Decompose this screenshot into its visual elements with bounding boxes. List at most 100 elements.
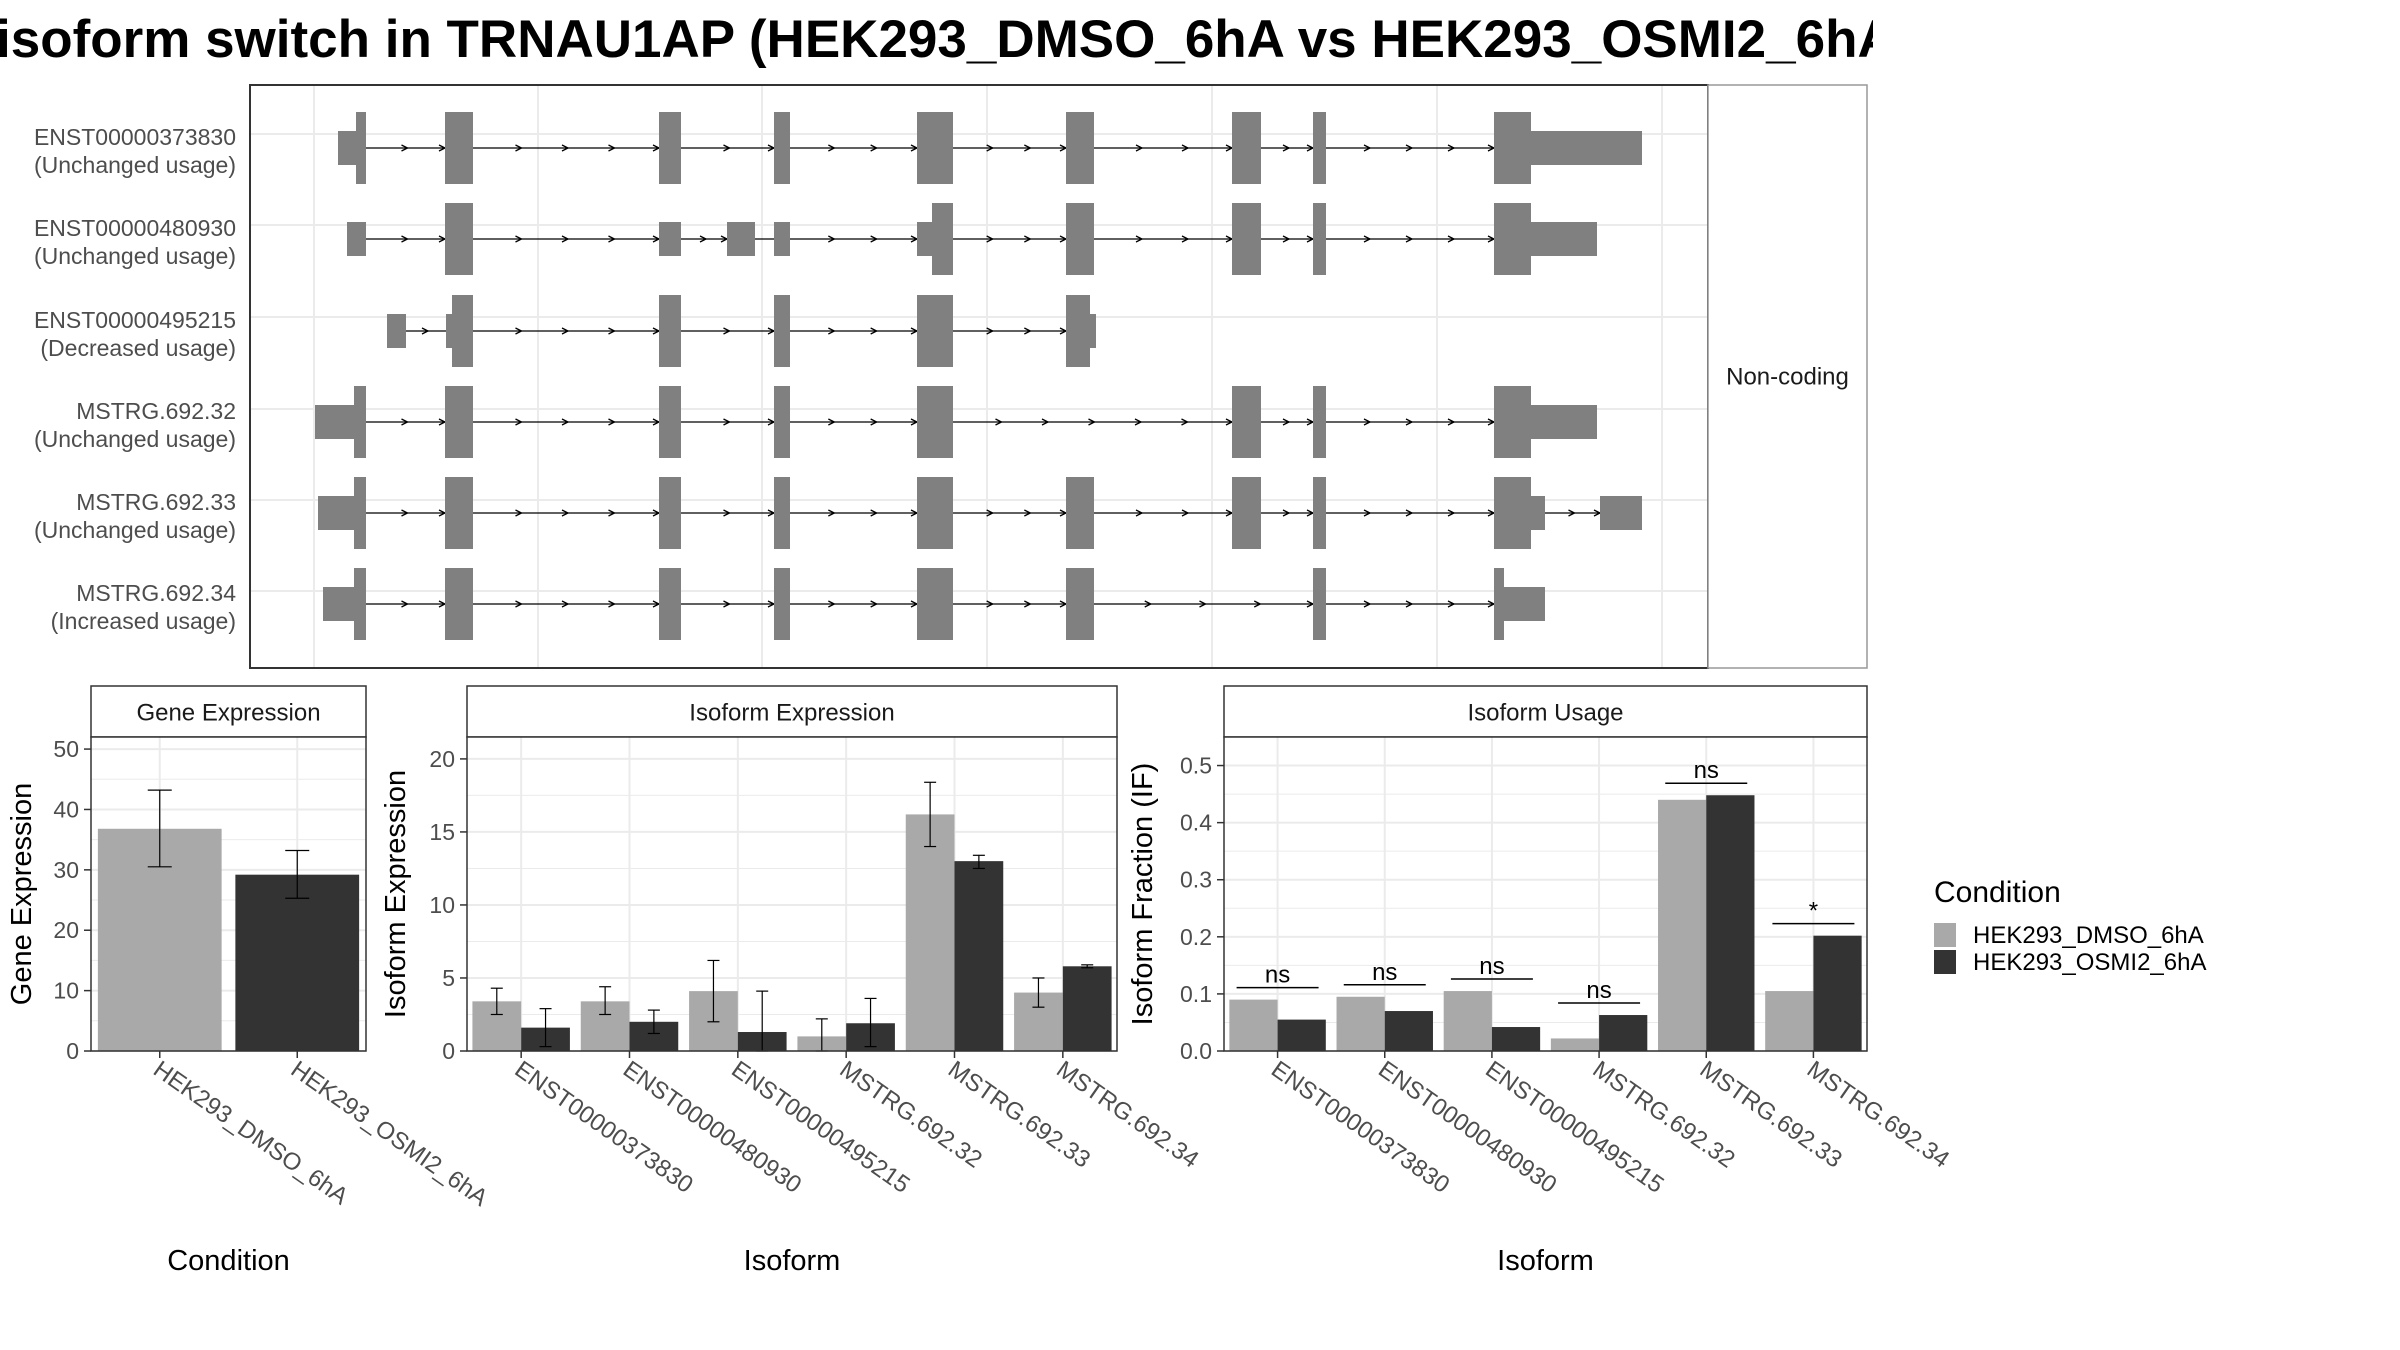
y-tick-label: 0.2 (1180, 924, 1212, 950)
transcript-usage-label: (Unchanged usage) (34, 426, 236, 452)
strand-arrow (515, 327, 523, 335)
coding-exon-block (917, 295, 953, 367)
bar (1706, 795, 1755, 1051)
coding-exon-block (445, 112, 473, 184)
coding-exon-block (445, 386, 473, 458)
strand-arrow (870, 509, 879, 517)
bar (1277, 1019, 1326, 1051)
legend-swatch (1934, 923, 1956, 947)
utr-exon-block (917, 222, 934, 256)
strand-arrow (1405, 509, 1414, 517)
bar (235, 874, 360, 1051)
transcript-usage-label: (Unchanged usage) (34, 517, 236, 543)
strand-arrow (608, 418, 616, 426)
bar (1384, 1011, 1433, 1051)
transcript-id-label: MSTRG.692.32 (76, 398, 236, 424)
strand-arrow (1363, 144, 1372, 152)
coding-exon-block (1066, 477, 1094, 549)
y-tick-label: 0.3 (1180, 867, 1212, 893)
strand-arrow (561, 327, 570, 335)
coding-exon-block (774, 386, 790, 458)
legend-swatch (1934, 950, 1956, 974)
coding-exon-block (354, 386, 366, 458)
strand-arrow (1024, 144, 1032, 152)
transcript-usage-label: (Unchanged usage) (34, 152, 236, 178)
coding-exon-block (1066, 295, 1090, 367)
strand-arrow (1568, 509, 1576, 517)
isoform-expression-panel: Isoform Expression 0 5 10 15 20 ENST0000037383… (380, 685, 1203, 1277)
utr-exon-block (727, 222, 755, 256)
strand-arrow (828, 600, 836, 608)
utr-exon-block (774, 222, 790, 256)
significance-label: * (1809, 898, 1818, 925)
strand-arrow (986, 144, 995, 152)
strand-arrow (1134, 418, 1143, 426)
strand-arrow (870, 600, 879, 608)
strand-arrow (1253, 600, 1262, 608)
strand-arrow (1447, 509, 1456, 517)
x-axis-title: Isoform (1497, 1245, 1594, 1277)
panel-background (1224, 737, 1867, 1051)
strand-arrow (1181, 235, 1190, 243)
strand-arrow (986, 509, 995, 517)
y-axis-title: Gene Expression (6, 783, 38, 1005)
coding-exon-block (356, 112, 366, 184)
strand-arrow (723, 509, 731, 517)
utr-exon-block (315, 405, 356, 439)
bar (1813, 935, 1862, 1051)
strand-arrow (401, 144, 409, 152)
utr-exon-block (1503, 587, 1545, 621)
y-axis-title: Isoform Expression (380, 770, 412, 1018)
strand-arrow (1024, 509, 1032, 517)
strand-arrow (401, 600, 409, 608)
coding-exon-block (659, 112, 681, 184)
strand-arrow (699, 235, 708, 243)
y-tick-label: 0.5 (1180, 753, 1212, 779)
y-tick-label: 10 (53, 978, 79, 1004)
transcript-usage-label: (Decreased usage) (40, 335, 236, 361)
coding-exon-block (1232, 203, 1261, 275)
coding-exon-block (1494, 203, 1531, 275)
y-tick-label: 50 (53, 736, 79, 762)
legend-item-label: HEK293_OSMI2_6hA (1973, 949, 2206, 976)
strand-arrow (608, 327, 616, 335)
utr-exon-block (323, 587, 356, 621)
strand-arrow (828, 235, 836, 243)
coding-exon-block (1494, 477, 1531, 549)
figure-title: isoform switch in TRNAU1AP (HEK293_DMSO_… (0, 10, 1913, 69)
x-axis-title: Isoform (744, 1245, 841, 1277)
significance-label: ns (1479, 953, 1504, 980)
strand-arrow (1363, 235, 1372, 243)
strand-arrow (828, 327, 836, 335)
strand-arrow (401, 235, 409, 243)
significance-label: ns (1265, 962, 1290, 989)
y-tick-label: 0 (442, 1038, 455, 1064)
strand-arrow (1199, 600, 1207, 608)
strand-arrow (401, 509, 409, 517)
utr-exon-block (1531, 222, 1597, 256)
coding-exon-block (1313, 386, 1326, 458)
utr-exon-block (1600, 496, 1642, 530)
y-tick-label: 15 (429, 819, 455, 845)
coding-exon-block (445, 568, 473, 640)
panel-strip (466, 685, 1118, 738)
utr-exon-block (338, 131, 360, 165)
strand-arrow (561, 418, 570, 426)
strand-arrow (1135, 144, 1144, 152)
strand-arrow (1144, 600, 1153, 608)
strand-arrow (1282, 144, 1291, 152)
coding-exon-block (1494, 386, 1531, 458)
strand-arrow (828, 418, 836, 426)
coding-exon-block (932, 203, 953, 275)
utr-exon-block (659, 222, 681, 256)
coding-exon-block (452, 295, 473, 367)
panel-strip-title: Isoform Usage (1467, 700, 1623, 727)
strand-arrow (1282, 418, 1291, 426)
strand-arrow (1181, 418, 1189, 426)
bar (1062, 966, 1112, 1051)
bar (1443, 991, 1492, 1051)
transcript-usage-label: (Unchanged usage) (34, 243, 236, 269)
utr-exon-block (1088, 314, 1096, 348)
y-tick-label: 0.1 (1180, 981, 1212, 1007)
